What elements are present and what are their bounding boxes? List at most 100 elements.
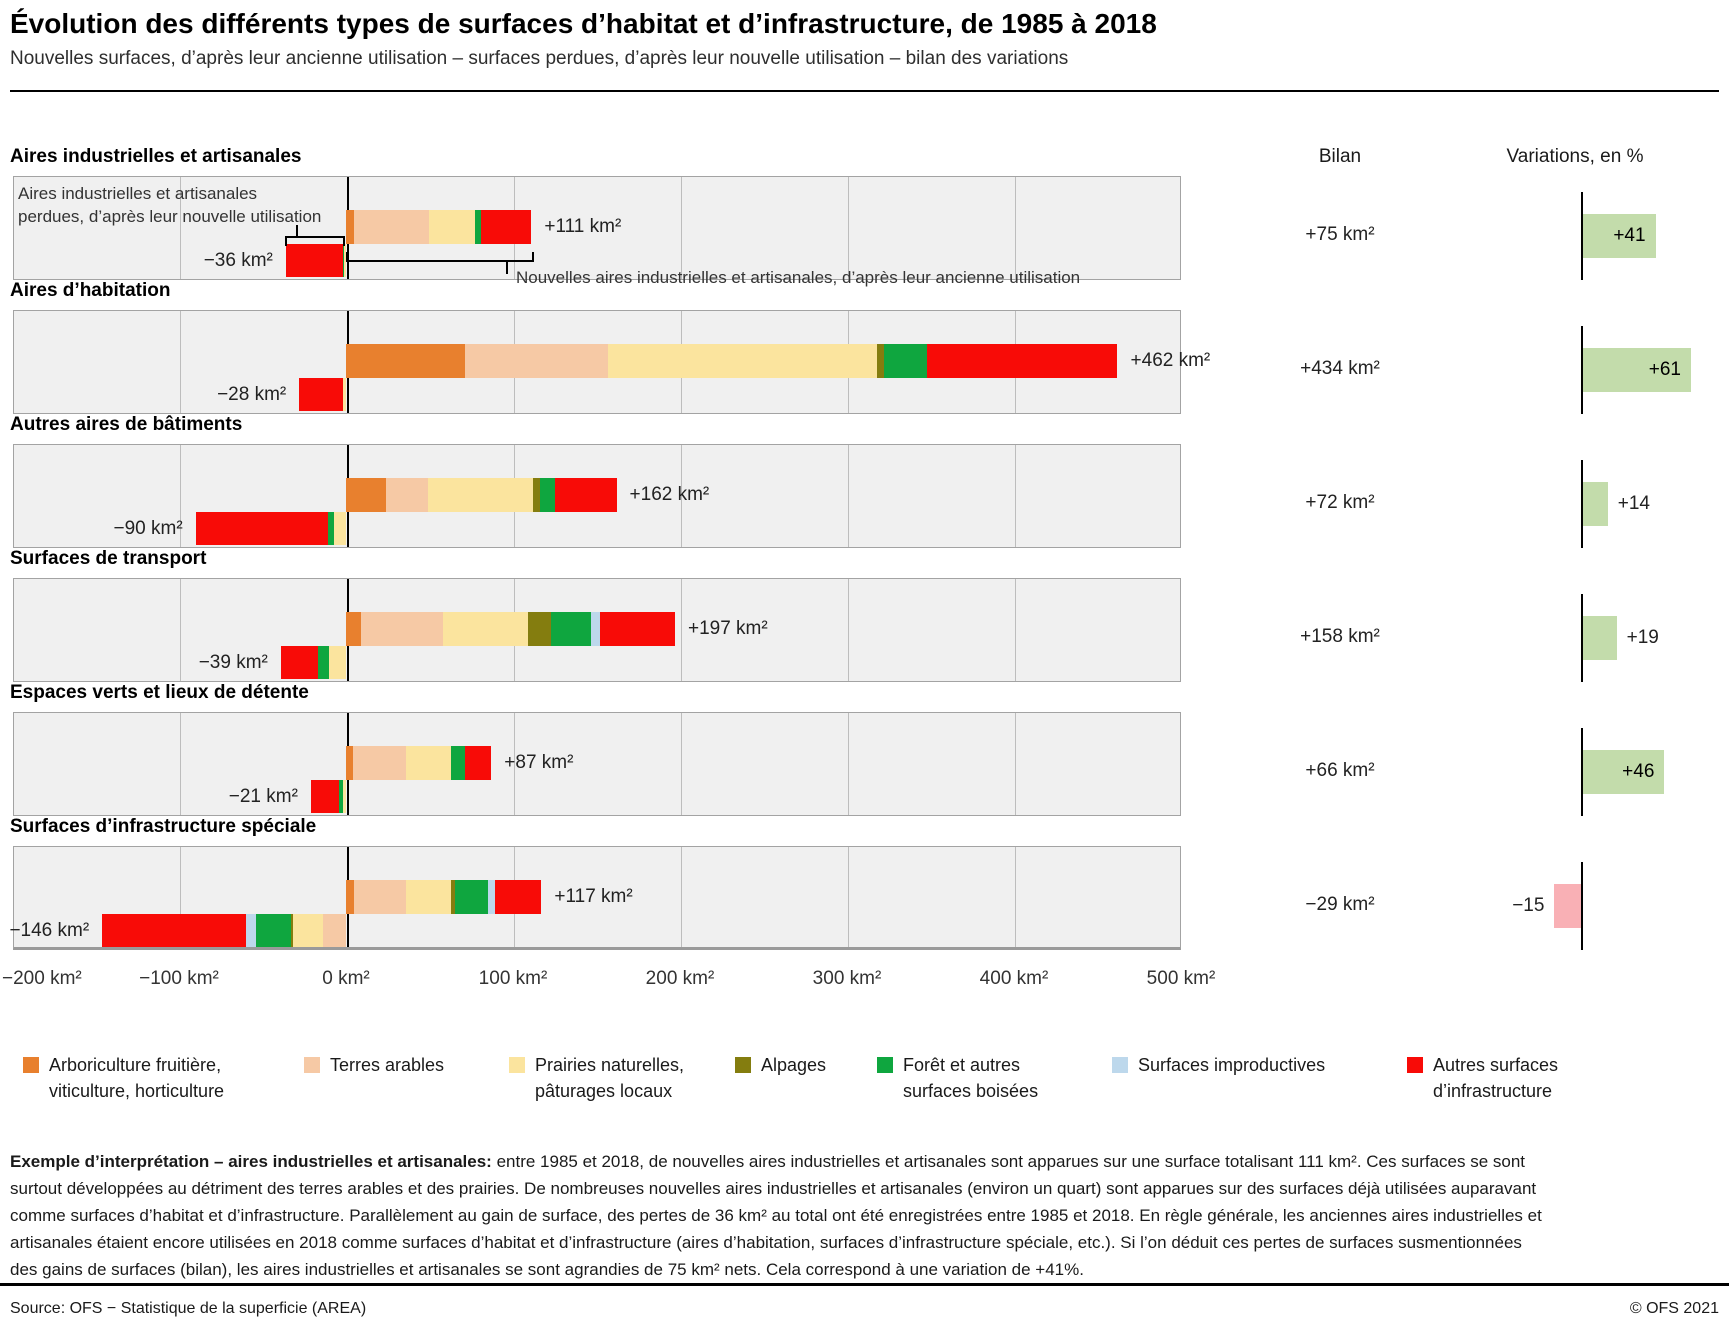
legend-swatch-terres_arables bbox=[304, 1057, 320, 1073]
loss-value-label: −36 km² bbox=[203, 250, 273, 271]
bar-segment-prairies bbox=[427, 478, 534, 512]
legend-item-foret: Forêt et autres surfaces boisées bbox=[877, 1052, 1038, 1104]
legend-item-improductives: Surfaces improductives bbox=[1112, 1052, 1325, 1078]
variation-bar bbox=[1554, 884, 1581, 928]
gridline bbox=[180, 177, 181, 279]
legend-swatch-prairies bbox=[509, 1057, 525, 1073]
variation-baseline bbox=[1581, 326, 1583, 414]
bar-segment-arboriculture bbox=[346, 612, 362, 646]
bar-segment-arboriculture bbox=[346, 344, 465, 378]
gain-annotation-text: Nouvelles aires industrielles et artisan… bbox=[516, 268, 1081, 287]
bar-segment-terres_arables bbox=[361, 612, 443, 646]
bar-segment-autres_infra bbox=[554, 478, 617, 512]
legend-label: Alpages bbox=[761, 1055, 827, 1075]
bar-segment-foret bbox=[339, 780, 343, 813]
loss-value-label: −28 km² bbox=[217, 384, 287, 405]
variation-bar bbox=[1583, 482, 1608, 526]
footnote: Exemple d’interprétation – aires industr… bbox=[10, 1148, 1542, 1283]
bar-segment-autres_infra bbox=[464, 746, 492, 780]
bar-segment-foret bbox=[317, 646, 330, 679]
variation-value-label: +19 bbox=[1626, 627, 1659, 648]
bar-segment-arboriculture bbox=[346, 478, 387, 512]
bar-segment-prairies bbox=[344, 244, 346, 277]
footnote-lead: Exemple d’interprétation – aires industr… bbox=[10, 1152, 492, 1171]
bar-segment-prairies bbox=[292, 914, 323, 947]
variation-value-label: −15 bbox=[1512, 895, 1545, 916]
source-text: Source: OFS − Statistique de la superfic… bbox=[10, 1300, 367, 1317]
bar-segment-autres_infra bbox=[481, 210, 532, 244]
loss-bar bbox=[299, 378, 346, 411]
axis-tick-label: 200 km² bbox=[645, 968, 715, 989]
variation-bar-with-label: +46 bbox=[1583, 750, 1665, 794]
legend-swatch-autres_infra bbox=[1407, 1057, 1423, 1073]
variation-value-label: +14 bbox=[1617, 493, 1650, 514]
gridline bbox=[1015, 713, 1016, 815]
axis-tick-label: 500 km² bbox=[1146, 968, 1216, 989]
bar-segment-autres_infra bbox=[195, 512, 328, 545]
loss-bar bbox=[285, 244, 346, 277]
legend-label: Arboriculture fruitière, viticulture, ho… bbox=[49, 1055, 225, 1101]
gridline bbox=[180, 847, 181, 947]
gridline bbox=[1015, 445, 1016, 547]
bar-segment-prairies bbox=[342, 378, 346, 411]
bilan-value: +66 km² bbox=[1305, 760, 1375, 781]
bar-segment-autres_infra bbox=[599, 612, 675, 646]
legend-item-prairies: Prairies naturelles, pâturages locaux bbox=[509, 1052, 684, 1104]
bar-segment-alpages bbox=[528, 612, 552, 646]
variation-bar-with-label: +61 bbox=[1583, 348, 1691, 392]
bar-segment-terres_arables bbox=[352, 746, 407, 780]
bar-segment-arboriculture bbox=[346, 746, 353, 780]
bar-segment-foret bbox=[451, 746, 465, 780]
loss-value-label: −39 km² bbox=[198, 652, 268, 673]
gain-value-label: +87 km² bbox=[504, 752, 574, 773]
gridline bbox=[848, 445, 849, 547]
legend-label: Terres arables bbox=[330, 1055, 445, 1075]
chart-row-title: Surfaces de transport bbox=[10, 548, 207, 569]
bar-segment-improductives bbox=[245, 914, 256, 947]
variation-baseline bbox=[1581, 728, 1583, 816]
bilan-value: +158 km² bbox=[1300, 626, 1380, 647]
bilan-value: +434 km² bbox=[1300, 358, 1380, 379]
gain-value-label: +117 km² bbox=[554, 886, 633, 907]
chart-row-title: Autres aires de bâtiments bbox=[10, 414, 243, 435]
gridline bbox=[1015, 579, 1016, 681]
gain-bar bbox=[346, 612, 675, 646]
gridline bbox=[681, 847, 682, 947]
bar-segment-prairies bbox=[406, 746, 452, 780]
axis-tick-label: 100 km² bbox=[478, 968, 548, 989]
gridline bbox=[681, 579, 682, 681]
bar-segment-terres_arables bbox=[354, 210, 430, 244]
bar-segment-arboriculture bbox=[346, 880, 355, 914]
bar-segment-autres_infra bbox=[310, 780, 340, 813]
bar-segment-prairies bbox=[406, 880, 452, 914]
bilan-column-header: Bilan bbox=[1318, 146, 1362, 167]
chart-row-title: Espaces verts et lieux de détente bbox=[10, 682, 309, 703]
bar-segment-prairies bbox=[329, 646, 346, 679]
gridline bbox=[180, 311, 181, 413]
loss-annotation-tick bbox=[296, 225, 298, 237]
axis-tick-label: −100 km² bbox=[139, 968, 219, 989]
loss-bar bbox=[310, 780, 346, 813]
bilan-value: +75 km² bbox=[1305, 224, 1375, 245]
variations-column-header: Variations, en % bbox=[1506, 146, 1644, 167]
gain-annotation-tick bbox=[506, 260, 508, 274]
bar-segment-autres_infra bbox=[927, 344, 1118, 378]
top-rule bbox=[10, 90, 1719, 92]
bar-segment-terres_arables bbox=[464, 344, 609, 378]
legend-item-arboriculture: Arboriculture fruitière, viticulture, ho… bbox=[23, 1052, 224, 1104]
legend-label: Prairies naturelles, pâturages locaux bbox=[535, 1055, 685, 1101]
bar-segment-alpages bbox=[533, 478, 540, 512]
gridline bbox=[1015, 177, 1016, 279]
bar-segment-autres_infra bbox=[285, 244, 343, 277]
bar-segment-prairies bbox=[342, 780, 346, 813]
loss-value-label: −21 km² bbox=[228, 786, 298, 807]
bar-segment-terres_arables bbox=[386, 478, 428, 512]
bar-segment-autres_infra bbox=[280, 646, 318, 679]
bar-segment-alpages bbox=[877, 344, 884, 378]
bar-segment-alpages bbox=[451, 880, 455, 914]
loss-bar bbox=[280, 646, 346, 679]
gridline bbox=[681, 445, 682, 547]
gridline bbox=[681, 713, 682, 815]
gridline bbox=[681, 177, 682, 279]
axis-tick-label: 400 km² bbox=[979, 968, 1049, 989]
